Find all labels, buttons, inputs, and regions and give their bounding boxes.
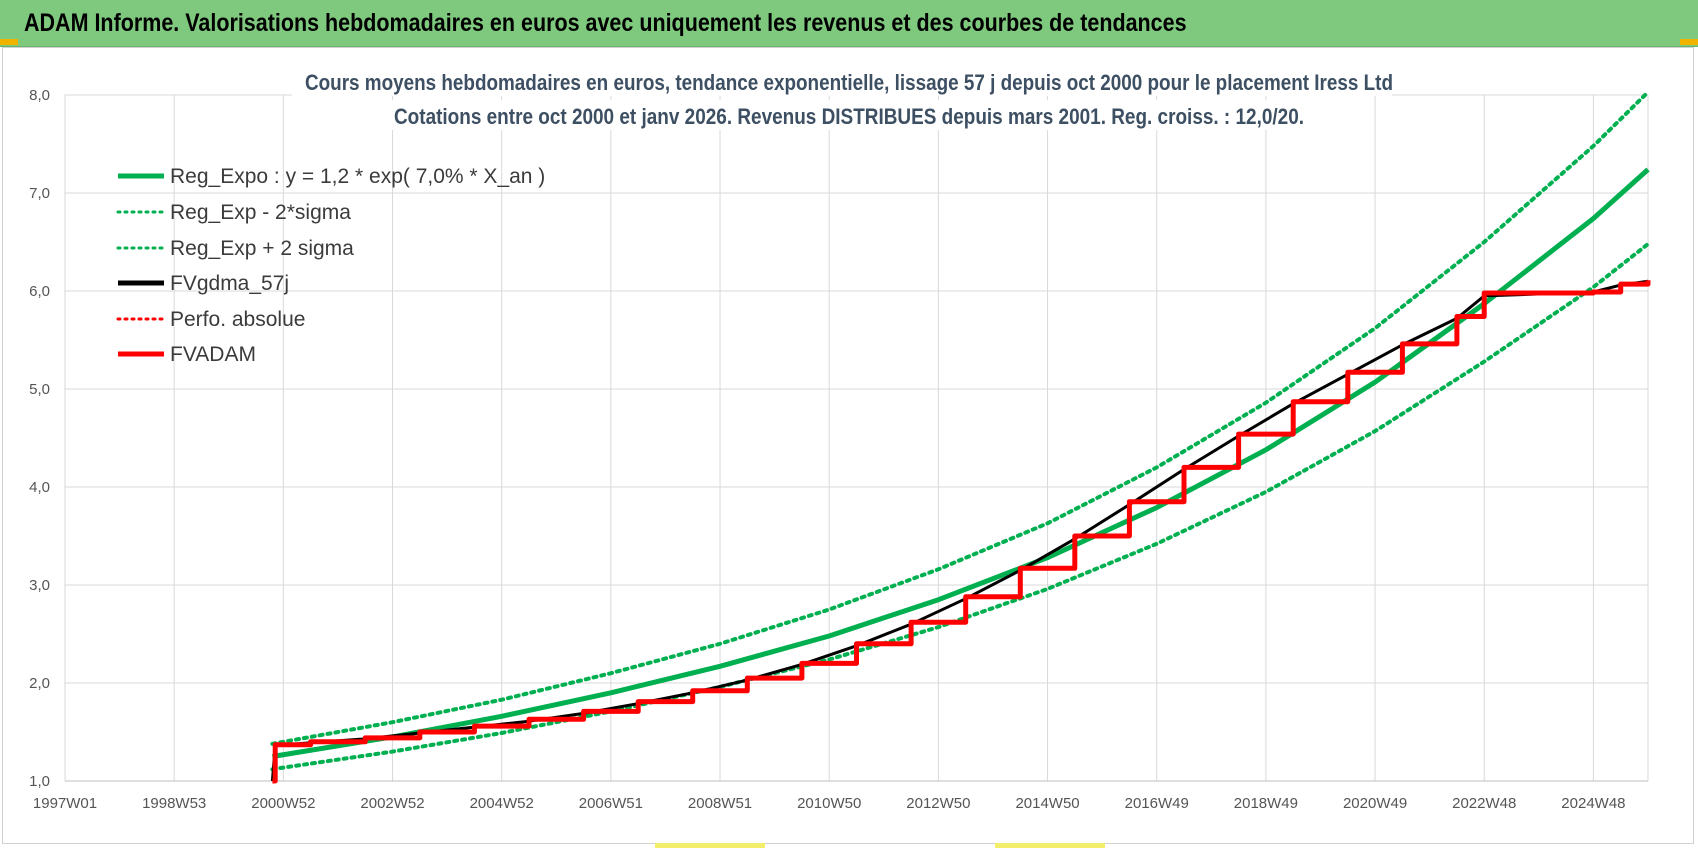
y-tick-label: 6,0: [29, 283, 50, 300]
x-tick-label: 2024W48: [1561, 795, 1625, 812]
x-tick-label: 2018W49: [1234, 795, 1298, 812]
x-tick-label: 2014W50: [1015, 795, 1079, 812]
x-tick-label: 2004W52: [470, 795, 534, 812]
legend-label: FVgdma_57j: [170, 272, 289, 295]
subtitle-bg: [380, 100, 1300, 130]
bottom-mark-1: [655, 843, 765, 848]
corner-mark-left: [0, 39, 18, 45]
series-layer: [270, 90, 1651, 784]
x-tick-label: 2022W48: [1452, 795, 1516, 812]
bottom-marks: [655, 843, 1105, 848]
x-tick-label: 1997W01: [33, 795, 97, 812]
series-line: [270, 90, 1650, 746]
y-tick-label: 5,0: [29, 381, 50, 398]
x-tick-label: 2008W51: [688, 795, 752, 812]
y-tick-label: 8,0: [29, 87, 50, 104]
report-header: ADAM Informe. Valorisations hebdomadaire…: [0, 0, 1698, 47]
legend: Reg_Expo : y = 1,2 * exp( 7,0% * X_an ) R…: [116, 165, 545, 366]
legend-label: FVADAM: [170, 343, 256, 366]
y-tick-label: 2,0: [29, 675, 50, 692]
grid-layer: [64, 94, 1649, 782]
x-tick-label: 2000W52: [251, 795, 315, 812]
chart-title: Cours moyens hebdomadaires en euros, ten…: [305, 70, 1393, 95]
legend-label: Reg_Exp - 2*sigma: [170, 201, 351, 224]
x-tick-label: 2010W50: [797, 795, 861, 812]
y-tick-label: 4,0: [29, 479, 50, 496]
y-tick-label: 1,0: [29, 773, 50, 790]
chart-subtitle: Cotations entre oct 2000 et janv 2026. R…: [394, 104, 1304, 129]
series-line: [271, 167, 1650, 759]
y-tick-label: 3,0: [29, 577, 50, 594]
x-tick-label: 2012W50: [906, 795, 970, 812]
x-tick-label: 2006W51: [579, 795, 643, 812]
x-tick-label: 2020W49: [1343, 795, 1407, 812]
tick-layer: 1,0 2,0 3,0 4,0 5,0 6,0 7,0 8,0 1997W01 1998W53 20…: [29, 87, 1625, 812]
corner-mark-right: [1680, 39, 1698, 45]
report-title: ADAM Informe. Valorisations hebdomadaire…: [24, 9, 1187, 37]
title-bg: [292, 66, 1392, 96]
legend-label: Reg_Exp + 2 sigma: [170, 237, 354, 260]
x-tick-label: 2016W49: [1125, 795, 1189, 812]
chart-frame: [2, 47, 1694, 844]
legend-label: Reg_Expo : y = 1,2 * exp( 7,0% * X_an ): [170, 165, 545, 188]
x-tick-label: 2002W52: [360, 795, 424, 812]
x-tick-label: 1998W53: [142, 795, 206, 812]
series-line: [270, 242, 1650, 772]
y-tick-label: 7,0: [29, 185, 50, 202]
legend-label: Perfo. absolue: [170, 308, 305, 331]
bottom-mark-2: [995, 843, 1105, 848]
series-line: [272, 280, 1651, 784]
